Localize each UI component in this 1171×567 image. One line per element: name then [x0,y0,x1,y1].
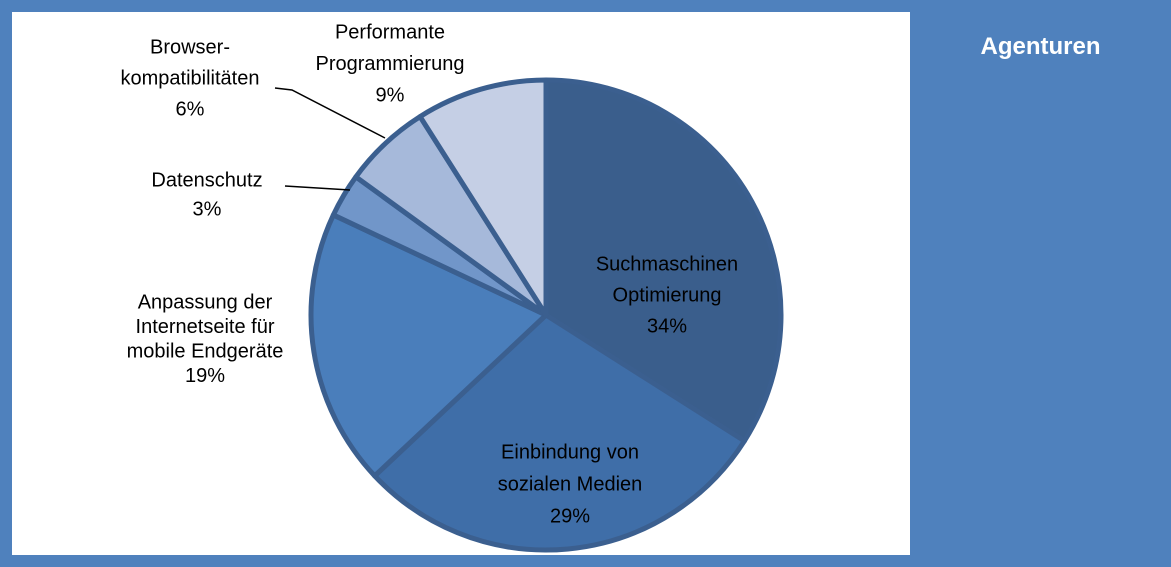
panel-title: Agenturen [980,33,1101,60]
slice-label: Programmierung [316,53,465,75]
pie-slice [417,77,549,318]
leader-line [284,185,351,191]
value-label: 9% [376,84,405,106]
value-label: 34% [647,315,687,337]
slice-label: kompatibilitäten [121,67,260,89]
value-label: 19% [185,365,225,387]
side-panel: Agenturen [910,0,1171,567]
slice-label: Einbindung von [501,441,639,463]
slice-label: Anpassung der [138,291,273,313]
slice-label: Performante [335,21,445,43]
value-label: 29% [550,505,590,527]
pie-slice [372,312,747,553]
slice-label: mobile Endgeräte [127,340,284,362]
value-label: 6% [176,98,205,120]
slice-label: Datenschutz [151,169,262,191]
slice-label: Optimierung [613,284,722,306]
pie-slice [308,212,549,479]
slice-label: Browser- [150,36,230,58]
slice-label: Internetseite für [136,316,275,338]
value-label: 3% [193,198,222,220]
slice-label: Suchmaschinen [596,253,738,275]
leader-line [274,87,386,139]
slice-label: sozialen Medien [498,473,643,495]
